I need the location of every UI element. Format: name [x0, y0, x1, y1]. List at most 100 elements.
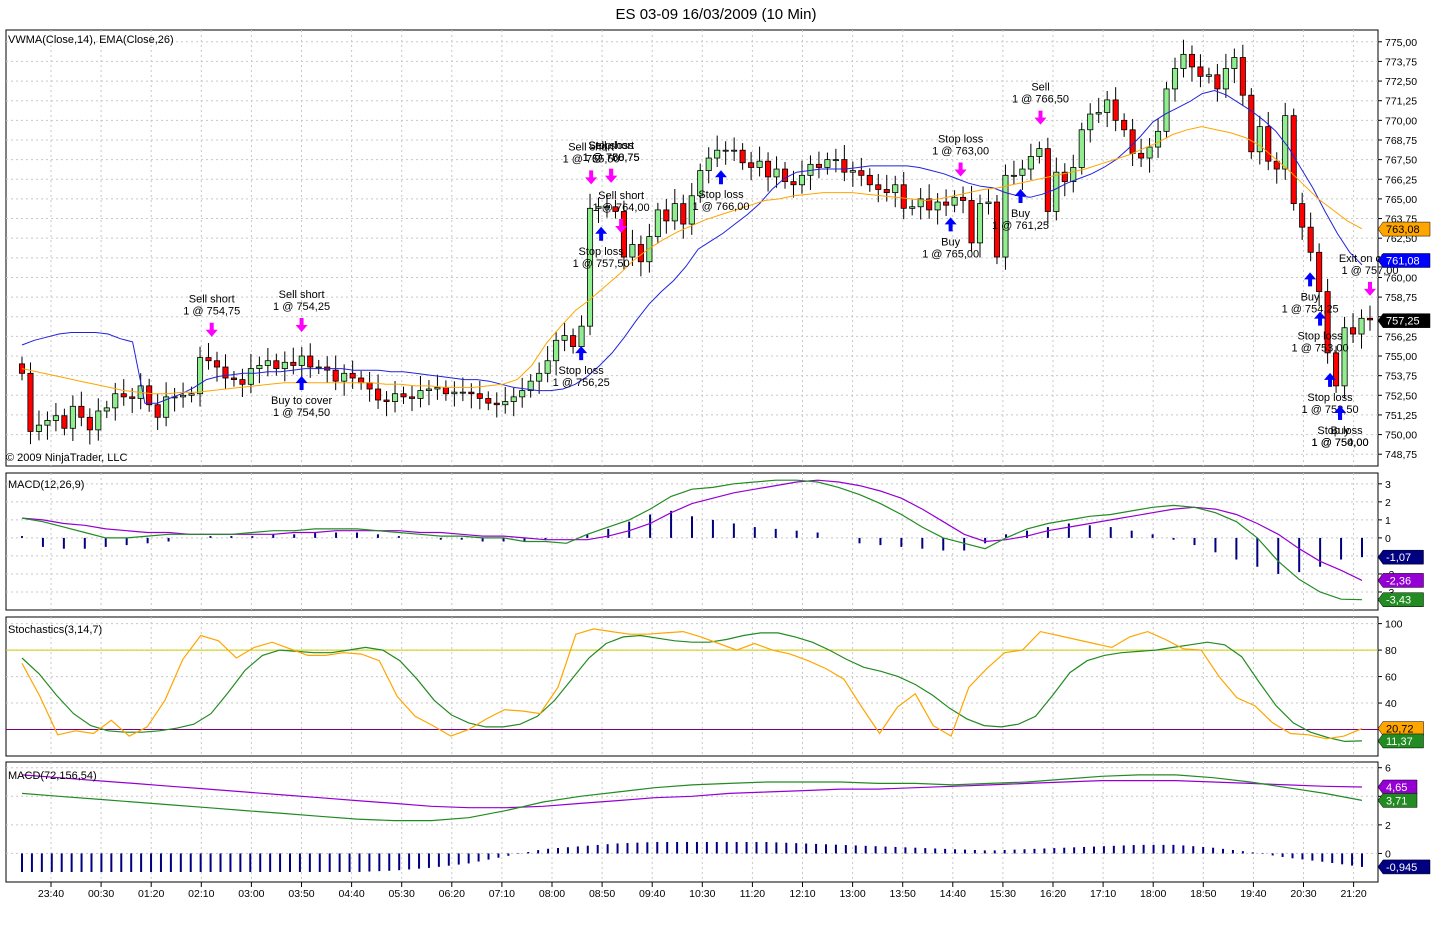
panel-frame-stochastics	[5, 616, 1379, 757]
y-tick-label: 772,50	[1385, 76, 1417, 88]
candle-body	[815, 163, 822, 168]
candle-body	[875, 184, 882, 190]
trade-annotation: 1 @ 766,50	[1012, 94, 1069, 106]
candle-body	[756, 160, 763, 168]
candle-body	[697, 170, 704, 197]
candle-body	[892, 184, 899, 194]
chart-marks	[6, 39, 1378, 872]
candle-body	[570, 335, 577, 347]
candle-body	[349, 372, 356, 379]
candle-body	[663, 209, 670, 222]
trade-annotation: 1 @ 750,00	[1312, 437, 1369, 449]
candle-body	[61, 415, 68, 429]
candle-body	[680, 203, 687, 225]
candle-body	[493, 402, 500, 406]
trade-annotation: Sell short	[588, 140, 634, 152]
candle-body	[44, 420, 51, 426]
x-tick-label: 13:00	[839, 888, 865, 900]
trade-annotation: 1 @ 756,25	[553, 377, 610, 389]
entry-arrow-icon	[205, 322, 218, 337]
candle-body	[307, 355, 314, 368]
y-tick-label: 752,50	[1385, 390, 1417, 402]
x-tick-label: 12:10	[789, 888, 815, 900]
x-tick-label: 01:20	[138, 888, 164, 900]
candle-body	[273, 360, 280, 369]
trade-annotation: Stop loss	[1317, 425, 1363, 437]
y-tick-label: 0	[1385, 533, 1391, 545]
candle-body	[425, 388, 432, 391]
candle-body	[654, 209, 661, 238]
candle-body	[112, 393, 119, 409]
grid-lines	[6, 30, 1378, 882]
candle-body	[510, 396, 517, 402]
trade-annotation: Stop loss	[938, 133, 984, 145]
panel-frames	[5, 29, 1379, 883]
candle-body	[790, 181, 797, 186]
y-tick-label: 773,75	[1385, 56, 1417, 68]
candle-body	[366, 382, 373, 390]
trade-annotation: 1 @ 755,50	[563, 153, 620, 165]
trade-annotation: Stop loss	[698, 189, 744, 201]
candle-body	[926, 198, 933, 211]
candle-body	[502, 401, 509, 406]
candle-body	[264, 360, 271, 366]
trade-annotation: 1 @ 752,50	[1302, 404, 1359, 416]
value-badge-label: 757,25	[1386, 316, 1420, 328]
candle-body	[1087, 113, 1094, 131]
x-tick-label: 15:30	[990, 888, 1016, 900]
trade-annotation: Stop loss	[1307, 392, 1353, 404]
y-tick-label: 3	[1385, 479, 1391, 491]
candle-body	[298, 355, 305, 366]
candle-body	[976, 203, 984, 244]
candle-body	[1053, 171, 1060, 212]
x-tick-label: 18:50	[1190, 888, 1216, 900]
x-tick-label: 03:50	[288, 888, 314, 900]
axes: 23:40 00:30 01:20 02:10 03:00 03:50 04:40 05:30…	[8, 34, 1431, 900]
candle-body	[1112, 99, 1119, 121]
trade-annotation: Sell short	[279, 289, 325, 301]
value-badge-label: 763,08	[1386, 224, 1420, 236]
trade-annotation: Buy	[941, 236, 960, 248]
candle-body	[1366, 317, 1374, 321]
candle-body	[180, 394, 187, 398]
panel-label-macd1: MACD(12,26,9)	[8, 479, 84, 491]
candle-body	[1061, 171, 1068, 183]
exit-arrow-icon	[1324, 372, 1337, 387]
value-badge	[1377, 793, 1418, 808]
candle-body	[1002, 174, 1009, 258]
trade-annotation: Buy	[1011, 208, 1030, 220]
x-tick-label: 16:20	[1040, 888, 1066, 900]
trade-annotation: Stop loss	[559, 365, 605, 377]
candle-body	[86, 416, 93, 431]
candle-body	[544, 360, 551, 374]
y-tick-label: 1	[1385, 515, 1391, 527]
candle-body	[1256, 126, 1263, 153]
candle-body	[1010, 174, 1017, 177]
candle-body	[943, 201, 950, 206]
value-badge-label: 11,37	[1386, 736, 1413, 748]
value-badge	[1377, 721, 1424, 736]
macd2-signal-line	[21, 774, 1363, 809]
candle-body	[968, 200, 975, 244]
y-tick-label: 0	[1385, 848, 1391, 860]
value-badge-label: -1,07	[1386, 552, 1411, 564]
value-badge	[1377, 733, 1424, 749]
candle-body	[1095, 112, 1102, 115]
candle-body	[1205, 74, 1212, 77]
candle-body	[1163, 88, 1170, 132]
candle-body	[1282, 115, 1289, 170]
x-tick-label: 10:30	[689, 888, 715, 900]
candle-body	[612, 206, 619, 212]
macd-line	[21, 479, 1363, 601]
candle-body	[222, 366, 229, 379]
y-tick-label: 766,25	[1385, 174, 1417, 186]
candle-body	[332, 369, 339, 382]
candle-body	[536, 372, 543, 382]
candle-body	[620, 211, 627, 258]
value-badge-label: 20,72	[1386, 724, 1414, 736]
candle-body	[197, 357, 204, 395]
x-tick-label: 11:20	[740, 888, 766, 900]
panel-label-price: VWMA(Close,14), EMA(Close,26)	[8, 34, 174, 46]
value-badge	[1377, 253, 1431, 268]
candle-body	[765, 160, 772, 178]
